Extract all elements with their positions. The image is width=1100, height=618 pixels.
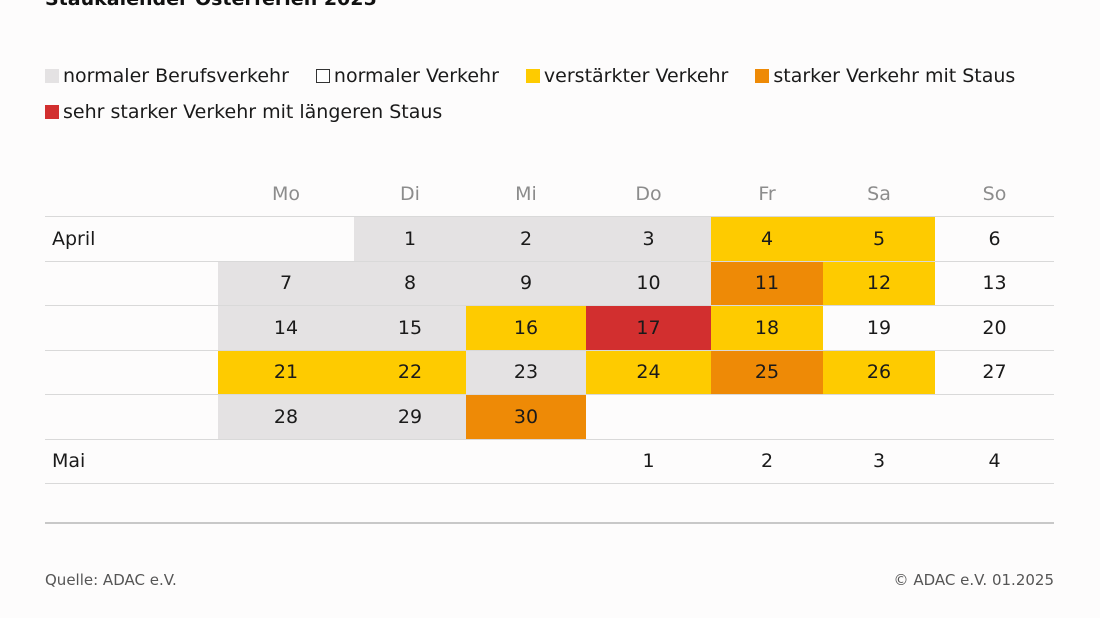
week-row: 7 8 9 10 11 12 13 (45, 261, 1054, 306)
day-cell: 22 (354, 350, 466, 394)
day-cell: 25 (711, 350, 823, 394)
day-cell: 30 (466, 395, 586, 439)
day-cell: 2 (466, 217, 586, 261)
weekday-label-so: So (982, 183, 1007, 205)
day-cell: 20 (982, 316, 1007, 339)
day-cell: 21 (218, 350, 354, 394)
week-row: 28 29 30 (45, 395, 1054, 440)
day-cell: 27 (982, 361, 1007, 384)
day-cell: 9 (466, 261, 586, 305)
weekday-label-do: Do (635, 183, 662, 205)
day-cell: 16 (466, 306, 586, 350)
legend-label: normaler Berufsverkehr (63, 65, 289, 87)
day-cell: 4 (711, 217, 823, 261)
day-cell: 17 (586, 306, 711, 350)
legend-swatch (45, 69, 59, 83)
weekday-label-mi: Mi (515, 183, 537, 205)
legend-label: verstärkter Verkehr (543, 65, 729, 87)
day-cell: 26 (823, 350, 935, 394)
day-cell: 10 (586, 261, 711, 305)
table-bottom-rule (45, 522, 1054, 524)
day-cell: 23 (466, 350, 586, 394)
legend-label: normaler Verkehr (333, 65, 499, 87)
legend-swatch (45, 105, 59, 119)
day-cell: 15 (354, 306, 466, 350)
weekday-label-di: Di (400, 183, 420, 205)
day-cell: 8 (354, 261, 466, 305)
legend: normaler Berufsverkehr normaler Verkehr … (45, 58, 1065, 130)
day-cell: 29 (354, 395, 466, 439)
week-row: Mai 1 2 3 4 (45, 440, 1054, 484)
week-row: April 1 2 3 4 5 6 (45, 217, 1054, 262)
week-row: 14 15 16 17 18 19 20 (45, 306, 1054, 351)
chart-title: Staukalender Osterferien 2025 (45, 0, 377, 10)
day-cell: 1 (642, 450, 655, 473)
legend-item-sehr-stark: sehr starker Verkehr mit längeren Staus (45, 101, 442, 123)
legend-row-1: normaler Berufsverkehr normaler Verkehr … (45, 58, 1065, 94)
day-cell: 14 (218, 306, 354, 350)
legend-row-2: sehr starker Verkehr mit längeren Staus (45, 94, 1065, 130)
day-cell: 4 (988, 450, 1001, 473)
legend-swatch (755, 69, 770, 83)
day-cell: 2 (760, 450, 774, 473)
legend-item-normal: normaler Verkehr (315, 65, 499, 87)
day-cell: 12 (823, 261, 935, 305)
weekday-label-sa: Sa (867, 183, 891, 205)
day-cell: 11 (711, 261, 823, 305)
legend-item-berufsverkehr: normaler Berufsverkehr (45, 65, 289, 87)
day-cell: 19 (866, 316, 892, 339)
legend-label: starker Verkehr mit Staus (773, 65, 1016, 87)
day-cell: 6 (988, 227, 1001, 250)
day-cell: 5 (823, 217, 935, 261)
day-cell: 18 (711, 306, 823, 350)
legend-item-verstaerkt: verstärkter Verkehr (525, 65, 729, 87)
day-cell: 1 (354, 217, 466, 261)
legend-item-stark: starker Verkehr mit Staus (755, 65, 1015, 87)
month-label: Mai (52, 450, 86, 473)
day-cell: 28 (218, 395, 354, 439)
month-label: April (52, 227, 96, 250)
weekday-label-mo: Mo (271, 183, 301, 205)
weekday-label-fr: Fr (758, 183, 776, 205)
calendar-table: Mo Di Mi Do Fr Sa So April 1 2 3 4 5 6 7 8 9 10 11 12 13 14 15… (45, 172, 1054, 529)
day-cell: 13 (982, 272, 1007, 295)
day-cell: 7 (218, 261, 354, 305)
week-row: 21 22 23 24 25 26 27 (45, 350, 1054, 395)
weekday-header-row: Mo Di Mi Do Fr Sa So (45, 172, 1054, 217)
copyright-note: © ADAC e.V. 01.2025 (893, 571, 1054, 589)
day-cell: 24 (586, 350, 711, 394)
legend-swatch (525, 69, 540, 83)
source-note: Quelle: ADAC e.V. (45, 571, 177, 589)
legend-label: sehr starker Verkehr mit längeren Staus (63, 101, 443, 123)
legend-swatch (315, 69, 330, 83)
day-cell: 3 (586, 217, 711, 261)
day-cell: 3 (872, 450, 886, 473)
